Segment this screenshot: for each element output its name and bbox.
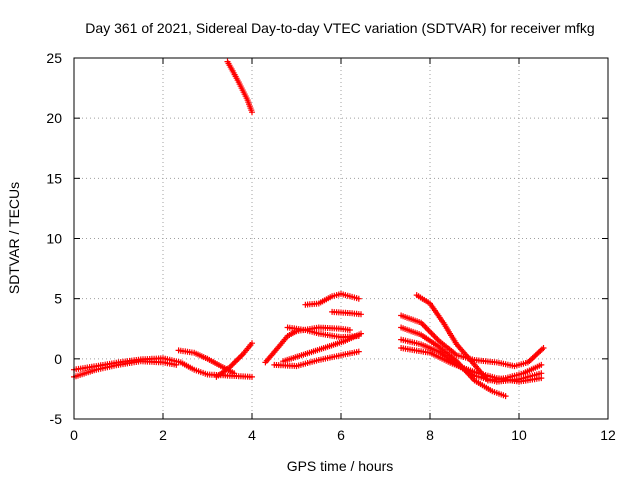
- x-axis-label: GPS time / hours: [287, 458, 394, 474]
- series-track-8: [284, 324, 362, 341]
- y-tick-label: 15: [46, 170, 62, 186]
- series-track-16: [398, 345, 545, 385]
- axis-ticks: 0 2 4 6 8 10 12 -5 0 5 10 15 20 25: [46, 50, 616, 443]
- x-tick-label: 6: [337, 427, 345, 443]
- x-tick-label: 2: [159, 427, 167, 443]
- y-tick-label: 0: [54, 351, 62, 367]
- series-track-9: [280, 330, 364, 365]
- data-point: [355, 295, 362, 302]
- y-tick-label: 25: [46, 50, 62, 66]
- x-tick-label: 4: [248, 427, 256, 443]
- series-track-12: [398, 312, 547, 370]
- series-track-10: [302, 290, 362, 308]
- data-point: [538, 361, 545, 368]
- y-tick-label: 5: [54, 291, 62, 307]
- x-tick-label: 0: [70, 427, 78, 443]
- data-point: [355, 348, 362, 355]
- data-point: [538, 375, 545, 382]
- y-tick-label: 20: [46, 110, 62, 126]
- chart-title: Day 361 of 2021, Sidereal Day-to-day VTE…: [85, 20, 594, 36]
- series-track-4: [213, 340, 255, 380]
- y-tick-label: -5: [50, 411, 63, 427]
- data-point: [358, 311, 364, 318]
- data-point: [249, 340, 255, 347]
- data-point: [358, 330, 364, 337]
- x-tick-label: 12: [600, 427, 616, 443]
- data-point: [502, 393, 509, 400]
- plot-frame: [73, 57, 609, 420]
- series-track-11: [329, 308, 364, 318]
- x-tick-label: 10: [511, 427, 527, 443]
- data-series: [71, 58, 547, 400]
- series-track-5: [224, 58, 255, 116]
- x-tick-label: 8: [426, 427, 434, 443]
- series-track-2: [71, 358, 180, 380]
- data-point: [540, 345, 547, 351]
- y-axis-label: SDTVAR / TECUs: [6, 182, 22, 294]
- data-point: [173, 361, 180, 368]
- y-tick-label: 10: [46, 231, 62, 247]
- data-point: [249, 109, 255, 116]
- data-point: [249, 373, 255, 380]
- data-point: [346, 327, 353, 333]
- series-track-7: [271, 348, 362, 370]
- data-point: [231, 370, 238, 377]
